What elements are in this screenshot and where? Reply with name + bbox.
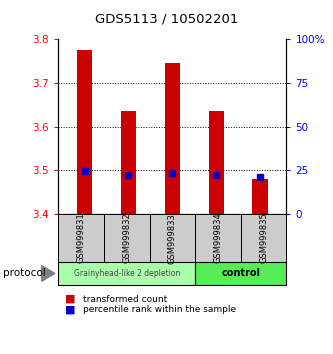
Bar	[77, 50, 92, 214]
Text: Grainyhead-like 2 depletion: Grainyhead-like 2 depletion	[74, 269, 180, 278]
Text: GSM999834: GSM999834	[213, 213, 222, 263]
Text: percentile rank within the sample: percentile rank within the sample	[83, 305, 236, 314]
Bar	[121, 111, 136, 214]
Text: protocol: protocol	[3, 268, 46, 279]
Text: ■: ■	[65, 294, 76, 304]
Bar	[208, 111, 224, 214]
Text: GSM999833: GSM999833	[168, 213, 177, 263]
Bar	[252, 179, 268, 214]
Bar	[165, 63, 180, 214]
Text: transformed count: transformed count	[83, 295, 167, 304]
Text: ■: ■	[65, 305, 76, 315]
Polygon shape	[42, 266, 55, 281]
Text: GDS5113 / 10502201: GDS5113 / 10502201	[95, 12, 238, 25]
Text: GSM999835: GSM999835	[259, 213, 268, 263]
Text: control: control	[221, 268, 260, 279]
Text: GSM999831: GSM999831	[77, 213, 86, 263]
Text: GSM999832: GSM999832	[122, 213, 131, 263]
